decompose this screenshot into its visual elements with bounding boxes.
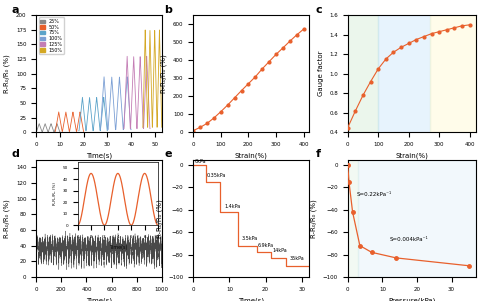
Text: b: b <box>164 5 172 15</box>
Legend: 25%, 50%, 75%, 100%, 125%, 150%: 25%, 50%, 75%, 100%, 125%, 150% <box>39 17 64 54</box>
Y-axis label: R-R₀/R₀ (%): R-R₀/R₀ (%) <box>156 199 163 237</box>
Text: c: c <box>316 5 322 15</box>
Y-axis label: R-R₀/R₀ (%): R-R₀/R₀ (%) <box>311 199 317 237</box>
Text: S=0.004kPa⁻¹: S=0.004kPa⁻¹ <box>389 237 428 242</box>
Text: d: d <box>11 149 19 159</box>
Text: 35kPa: 35kPa <box>289 256 304 261</box>
Text: S=0.22kPa⁻¹: S=0.22kPa⁻¹ <box>356 192 392 197</box>
Text: 6.9kPa: 6.9kPa <box>258 243 274 248</box>
Text: e: e <box>164 149 172 159</box>
Y-axis label: R-R₀/R₀ (%): R-R₀/R₀ (%) <box>4 54 11 93</box>
X-axis label: Time(s): Time(s) <box>86 297 112 301</box>
Bar <box>348 160 358 277</box>
X-axis label: Strain(%): Strain(%) <box>395 153 428 159</box>
Y-axis label: R-R₀/R₀ (%): R-R₀/R₀ (%) <box>161 54 168 93</box>
Bar <box>358 160 476 277</box>
Bar <box>348 15 378 132</box>
Text: 3.5kPa: 3.5kPa <box>242 236 258 241</box>
Text: 0kPa: 0kPa <box>194 160 206 164</box>
Text: 0.35kPa: 0.35kPa <box>207 173 227 178</box>
Text: 14kPa: 14kPa <box>272 248 287 253</box>
Bar <box>430 15 476 132</box>
Text: 1.4kPa: 1.4kPa <box>224 203 240 209</box>
X-axis label: Time(s): Time(s) <box>238 297 264 301</box>
X-axis label: Strain(%): Strain(%) <box>235 153 268 159</box>
X-axis label: Time(s): Time(s) <box>86 153 112 159</box>
Y-axis label: R-R₀/R₀ (%): R-R₀/R₀ (%) <box>4 199 11 237</box>
Text: f: f <box>316 149 321 159</box>
X-axis label: Pressure(kPa): Pressure(kPa) <box>388 297 436 301</box>
Bar <box>378 15 430 132</box>
Text: a: a <box>11 5 19 15</box>
Y-axis label: Gauge factor: Gauge factor <box>318 51 324 97</box>
